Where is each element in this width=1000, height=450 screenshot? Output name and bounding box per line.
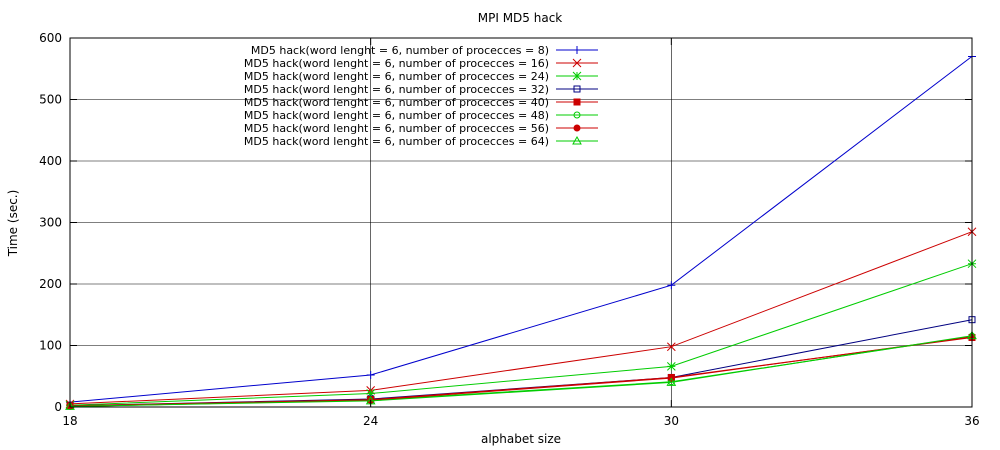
y-tick-label: 0: [54, 400, 62, 414]
series-line: [69, 335, 973, 407]
y-tick-label: 500: [39, 93, 62, 107]
series-line: [69, 263, 973, 406]
circle-marker: [573, 111, 581, 119]
legend-entry: MD5 hack(word lenght = 6, number of proc…: [244, 109, 598, 122]
legend-label: MD5 hack(word lenght = 6, number of proc…: [244, 83, 549, 96]
chart-title: MPI MD5 hack: [478, 11, 563, 25]
ticks-group: 0 100 200 300 400 500 600 18 24 30 36: [39, 31, 980, 428]
plot-frame: [69, 37, 973, 408]
square-filled-marker: [573, 98, 581, 106]
legend-label: MD5 hack(word lenght = 6, number of proc…: [244, 135, 549, 148]
triangle-marker: [666, 377, 677, 386]
triangle-marker: [65, 401, 75, 410]
legend-label: MD5 hack(word lenght = 6, number of proc…: [244, 109, 549, 122]
y-tick-label: 400: [39, 154, 62, 168]
x-tick-label: 24: [363, 414, 378, 428]
plus-marker: [667, 281, 676, 290]
x-marker: [572, 58, 582, 68]
y-axis-title: Time (sec.): [6, 190, 20, 258]
series-line: [69, 56, 973, 403]
plus-marker: [573, 46, 581, 54]
series-0: [66, 52, 976, 407]
series-line: [69, 336, 973, 407]
legend-entry: MD5 hack(word lenght = 6, number of proc…: [244, 96, 598, 109]
x-tick-label: 18: [62, 414, 77, 428]
series-line: [69, 337, 973, 407]
legend-entry: MD5 hack(word lenght = 6, number of proc…: [244, 135, 598, 148]
grid: [70, 38, 972, 407]
y-tick-label: 100: [39, 339, 62, 353]
x-tick-label: 36: [964, 414, 979, 428]
circle-filled-marker: [573, 124, 581, 132]
series-1: [65, 227, 977, 409]
legend-entry: MD5 hack(word lenght = 6, number of proc…: [244, 57, 598, 70]
plus-marker: [366, 371, 375, 380]
legend-label: MD5 hack(word lenght = 6, number of proc…: [251, 44, 549, 57]
square-marker: [573, 85, 581, 93]
x-axis-title: alphabet size: [481, 432, 561, 446]
legend-label: MD5 hack(word lenght = 6, number of proc…: [244, 57, 549, 70]
triangle-marker: [572, 135, 582, 145]
legend-entry: MD5 hack(word lenght = 6, number of proc…: [244, 70, 598, 83]
x-tick-label: 30: [664, 414, 679, 428]
y-tick-label: 600: [39, 31, 62, 45]
x-marker: [666, 342, 676, 352]
legend-entry: MD5 hack(word lenght = 6, number of proc…: [244, 122, 598, 135]
y-tick-label: 300: [39, 216, 62, 230]
series-line: [69, 319, 973, 407]
star-marker: [666, 362, 676, 371]
legend-label: MD5 hack(word lenght = 6, number of proc…: [244, 70, 549, 83]
legend-entry: MD5 hack(word lenght = 6, number of proc…: [244, 83, 598, 96]
series-line: [69, 231, 973, 405]
legend-entry: MD5 hack(word lenght = 6, number of proc…: [251, 44, 598, 57]
legend: MD5 hack(word lenght = 6, number of proc…: [244, 44, 598, 148]
star-marker: [366, 389, 376, 398]
series-line: [69, 335, 973, 407]
legend-label: MD5 hack(word lenght = 6, number of proc…: [244, 122, 549, 135]
legend-label: MD5 hack(word lenght = 6, number of proc…: [244, 96, 549, 109]
y-tick-label: 200: [39, 277, 62, 291]
star-marker: [572, 71, 582, 81]
